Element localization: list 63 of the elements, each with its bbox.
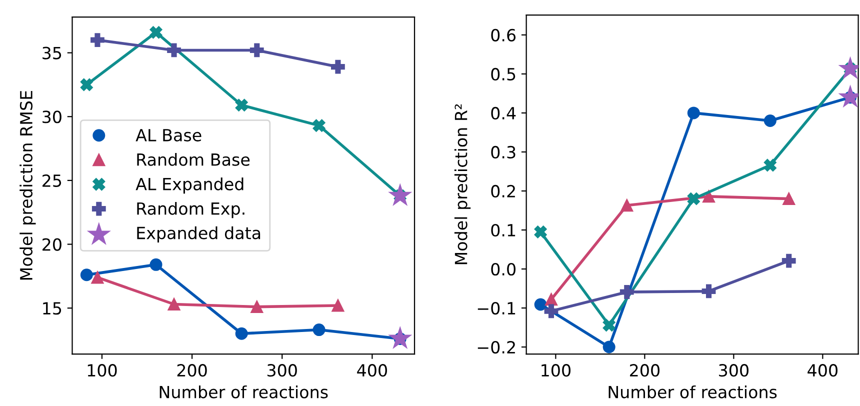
x-tick-label: 100: [88, 364, 117, 377]
y-tick-label: 30: [42, 110, 62, 124]
y-tick-label: −0.1: [478, 302, 516, 315]
legend-label: AL Expanded: [136, 177, 244, 194]
point: [312, 119, 326, 132]
legend-label: Expanded data: [137, 226, 260, 243]
point: [782, 254, 796, 268]
x-axis-title: Number of reactions: [608, 385, 777, 398]
y-tick-label: 0.3: [491, 146, 516, 159]
y-axis-title: Model prediction R²: [454, 104, 471, 264]
point: [388, 183, 412, 206]
point: [250, 43, 264, 58]
point: [332, 299, 344, 312]
point: [534, 298, 547, 311]
point: [544, 304, 558, 318]
x-axis-title: Number of reactions: [160, 385, 328, 398]
y-tick-label: 0.0: [491, 262, 516, 276]
point: [168, 298, 180, 310]
x-tick-label: 100: [542, 364, 570, 377]
legend-label: AL Base: [136, 129, 202, 142]
point: [331, 60, 345, 74]
point: [150, 26, 162, 39]
point: [150, 258, 162, 271]
point: [764, 114, 776, 127]
point: [534, 226, 547, 238]
point: [312, 324, 326, 336]
point: [602, 318, 616, 332]
point: [167, 43, 181, 58]
x-tick-label: 200: [177, 364, 207, 377]
point: [90, 33, 104, 47]
legend-label: Random Base: [137, 153, 250, 166]
point: [91, 271, 104, 284]
point: [782, 192, 796, 206]
point: [620, 285, 634, 299]
point: [620, 199, 634, 212]
y-tick-label: 0.4: [491, 106, 516, 120]
y-tick-label: 0.1: [491, 224, 516, 237]
y-tick-label: 25: [42, 174, 62, 188]
x-tick-label: 200: [630, 364, 660, 377]
y-tick-label: 35: [42, 46, 62, 60]
point: [388, 326, 412, 349]
point: [602, 340, 616, 354]
point: [687, 106, 700, 120]
y-tick-label: 0.6: [491, 28, 516, 42]
y-tick-label: 15: [43, 302, 62, 315]
x-tick-label: 300: [719, 364, 748, 377]
x-tick-label: 300: [267, 364, 297, 377]
y-tick-label: 0.5: [491, 68, 516, 80]
point: [250, 300, 264, 314]
x-tick-label: 400: [808, 364, 838, 377]
point: [702, 284, 716, 298]
legend-label: Random Exp.: [137, 202, 244, 218]
point: [235, 327, 248, 340]
y-tick-label: −0.2: [478, 340, 515, 354]
point: [235, 98, 248, 112]
point: [80, 78, 93, 91]
x-tick-label: 400: [357, 364, 387, 377]
y-tick-label: 20: [42, 238, 62, 251]
y-tick-label: 0.2: [491, 184, 515, 198]
point: [687, 192, 700, 206]
point: [764, 158, 776, 172]
y-axis-title: Model prediction RMSE: [20, 90, 36, 280]
point: [80, 268, 93, 282]
